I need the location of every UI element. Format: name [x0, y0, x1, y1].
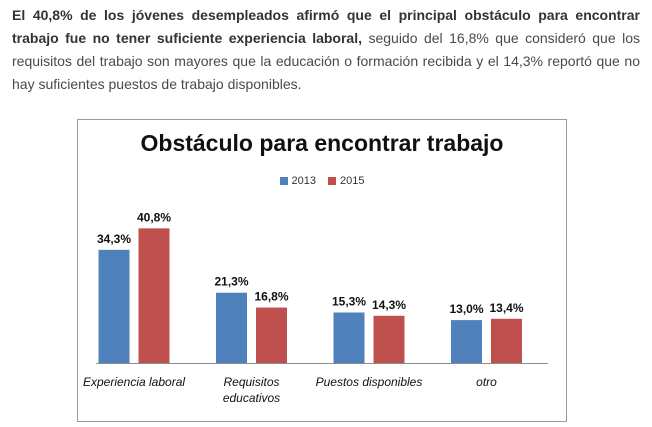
legend-label-2015: 2015: [340, 175, 365, 187]
category-label-experiencia-laboral: Experiencia laboral: [83, 375, 185, 389]
bar-2013-otro: [451, 320, 482, 363]
category-label-line: Requisitos: [223, 375, 279, 389]
data-label-2015-requisitos-educativos: 16,8%: [254, 290, 288, 304]
bar-2015-otro: [491, 318, 522, 363]
category-label-line: educativos: [223, 391, 280, 405]
category-label-requisitos-educativos: Requisitos educativos: [223, 375, 280, 405]
bar-2015-requisitos-educativos: [256, 307, 287, 363]
category-label-puestos-disponibles: Puestos disponibles: [316, 375, 423, 389]
intro-bold-text: El 40,8% de los jóvenes desempleados afi…: [12, 7, 640, 46]
chart-title: Obstáculo para encontrar trabajo: [140, 130, 504, 156]
data-label-2015-puestos-disponibles: 14,3%: [372, 298, 406, 312]
category-label-line: Puestos disponibles: [316, 375, 423, 389]
category-label-line: otro: [476, 375, 497, 389]
bar-2013-puestos-disponibles: [333, 312, 365, 363]
category-label-line: Experiencia laboral: [83, 375, 185, 389]
bar-2013-experiencia-laboral: [98, 249, 130, 363]
chart-plot: 34,3% 40,8% Experiencia laboral 21,3% 16,8% R…: [83, 210, 548, 405]
data-label-2015-experiencia-laboral: 40,8%: [137, 210, 171, 224]
legend-label-2013: 2013: [291, 175, 316, 187]
data-label-2015-otro: 13,4%: [489, 301, 523, 315]
intro-rest-text: seguido del 16,8% que consideró que los …: [12, 30, 640, 92]
legend-swatch-2013: [279, 177, 288, 185]
category-label-otro: otro: [476, 375, 497, 389]
legend-swatch-2015: [328, 177, 336, 185]
bar-2013-requisitos-educativos: [216, 292, 247, 363]
bar-2015-experiencia-laboral: [138, 228, 170, 363]
legend-item-2015: 2015: [328, 175, 364, 187]
data-label-2013-otro: 13,0%: [449, 302, 483, 316]
bar-2015-puestos-disponibles: [373, 315, 405, 363]
data-label-2013-requisitos-educativos: 21,3%: [214, 275, 248, 289]
chart-legend: 2013 2015: [78, 175, 566, 187]
chart-container: Obstáculo para encontrar trabajo 2013 20…: [77, 119, 567, 422]
intro-paragraph: El 40,8% de los jóvenes desempleados afi…: [12, 4, 640, 96]
legend-item-2013: 2013: [279, 175, 316, 187]
data-label-2013-puestos-disponibles: 15,3%: [332, 295, 366, 309]
data-label-2013-experiencia-laboral: 34,3%: [97, 232, 131, 246]
